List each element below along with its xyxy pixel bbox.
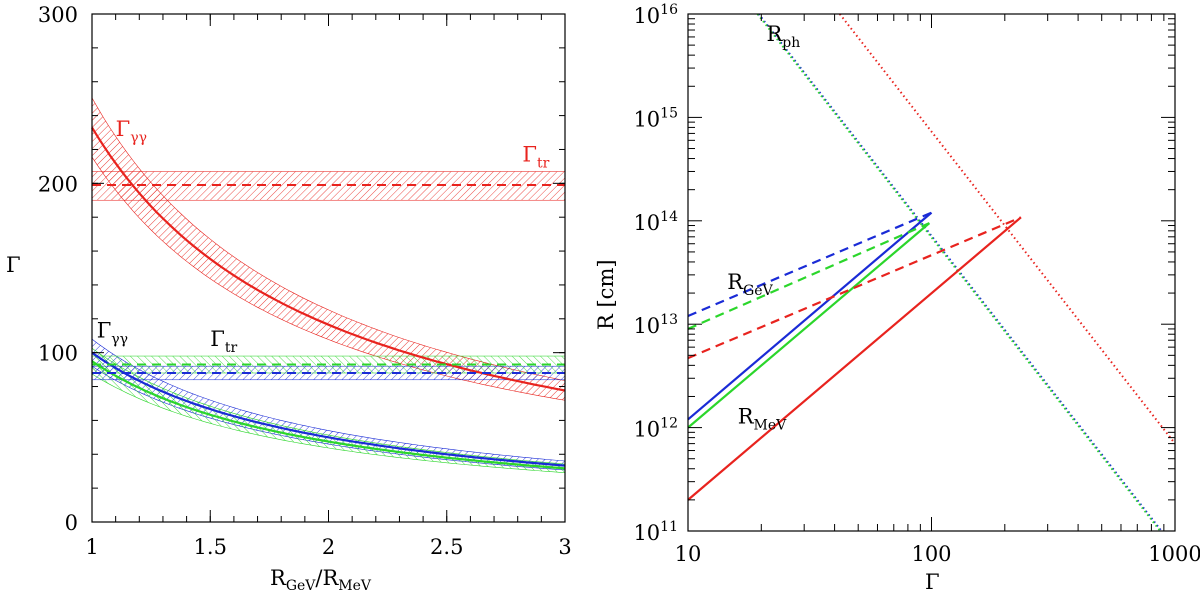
- left-ytick-label: 100: [38, 342, 78, 366]
- left-annotation-2: Γγγ: [97, 318, 128, 347]
- left-annotation-2-main: Γ: [97, 318, 112, 342]
- band-tr-green: [91, 355, 566, 374]
- left-xtick-label: 2: [322, 535, 335, 559]
- right-ytick-label: 1014: [633, 209, 678, 235]
- right-ytick-label: 1016: [633, 2, 678, 28]
- right-xtick-label: 100: [911, 542, 951, 566]
- line-blue: [91, 351, 566, 467]
- left-xtick-label: 2.5: [430, 535, 463, 559]
- left-bands: [91, 96, 566, 474]
- left-ytick-label: 0: [65, 511, 78, 535]
- line-r-ph-green: [756, 13, 1162, 532]
- right-annotation-2-main: R: [738, 404, 755, 428]
- right-ytick-label: 1011: [633, 519, 678, 545]
- right-ytick-label-exp: 12: [660, 416, 678, 432]
- left-annotation-3: Γtr: [210, 327, 237, 356]
- left-annotation-3-sub: tr: [225, 340, 238, 356]
- left-xtick-label: 1.5: [194, 535, 227, 559]
- right-ytick-label-exp: 14: [660, 209, 678, 225]
- right-ytick-label-base: 10: [633, 4, 660, 28]
- line-r-ph-red: [838, 13, 1176, 445]
- line-red: [91, 126, 566, 392]
- line-r-mev-blue: [687, 211, 933, 421]
- left-lines: [91, 126, 566, 470]
- line-r-gev-green: [687, 222, 930, 330]
- right-ytick-label: 1013: [633, 312, 678, 338]
- line-r-mev-green: [687, 222, 931, 429]
- right-ytick-label-base: 10: [633, 418, 660, 442]
- right-ytick-label: 1015: [633, 105, 678, 131]
- right-annotation-1-sub: GeV: [743, 283, 773, 299]
- right-ytick-label-exp: 15: [660, 105, 678, 121]
- line-r-gev-blue: [687, 211, 932, 318]
- right-ytick-label-base: 10: [633, 314, 660, 338]
- left-xtick-label: 3: [558, 535, 571, 559]
- line-green: [91, 360, 566, 470]
- right-ytick-label: 1012: [633, 416, 678, 442]
- left-ytick-label: 300: [38, 3, 78, 27]
- left-annotation-0-main: Γ: [116, 117, 131, 141]
- band-red: [91, 96, 566, 401]
- right-ytick-label-base: 10: [633, 107, 660, 131]
- right-x-axis-label: Γ: [925, 570, 940, 594]
- right-annotation-2: RMeV: [738, 404, 787, 433]
- left-annotation-2-sub: γγ: [111, 331, 128, 347]
- line-r-mev-red: [687, 216, 1022, 501]
- left-ticks: 1 1.5 2 2.5 3 0 100 200 300: [38, 3, 572, 559]
- right-ytick-label-exp: 13: [660, 312, 678, 328]
- left-annotation-0-sub: γγ: [130, 130, 147, 146]
- right-xtick-label: 10: [675, 542, 702, 566]
- right-ytick-label-base: 10: [633, 211, 660, 235]
- right-xtick-label: 1000: [1148, 542, 1200, 566]
- left-xlabel-sep: /R: [315, 566, 339, 590]
- left-annotation-1: Γtr: [522, 142, 549, 171]
- right-annotation-0: Rph: [766, 22, 800, 51]
- right-y-axis-label: R [cm]: [594, 259, 618, 330]
- left-annotation-3-main: Γ: [210, 327, 225, 351]
- right-lines: [687, 13, 1176, 532]
- right-ytick-label-exp: 11: [660, 519, 678, 535]
- left-xlabel-sub2: MeV: [338, 578, 372, 594]
- line-r-ph-blue: [757, 13, 1163, 532]
- left-annotation-1-main: Γ: [522, 142, 537, 166]
- right-annotation-0-sub: ph: [782, 35, 800, 51]
- left-annotation-1-sub: tr: [537, 155, 550, 171]
- right-plot-frame: [687, 13, 1176, 532]
- right-annotation-1: RGeV: [727, 270, 773, 299]
- left-annotation-0: Γγγ: [116, 117, 147, 146]
- right-ytick-label-exp: 16: [660, 2, 678, 18]
- left-xlabel-main: R: [270, 566, 287, 590]
- left-x-axis-label: RGeV/RMeV: [270, 566, 372, 594]
- line-r-gev-red: [687, 216, 1022, 360]
- right-annotation-2-sub: MeV: [754, 417, 788, 433]
- right-annotation-0-main: R: [766, 22, 783, 46]
- left-y-axis-label: Γ: [6, 253, 21, 277]
- right-annotation-1-main: R: [727, 270, 744, 294]
- right-ytick-label-base: 10: [633, 521, 660, 545]
- left-xlabel-sub1: GeV: [286, 578, 316, 594]
- left-xtick-label: 1: [85, 535, 98, 559]
- left-ytick-label: 200: [38, 172, 78, 196]
- band-tr-red: [91, 171, 566, 201]
